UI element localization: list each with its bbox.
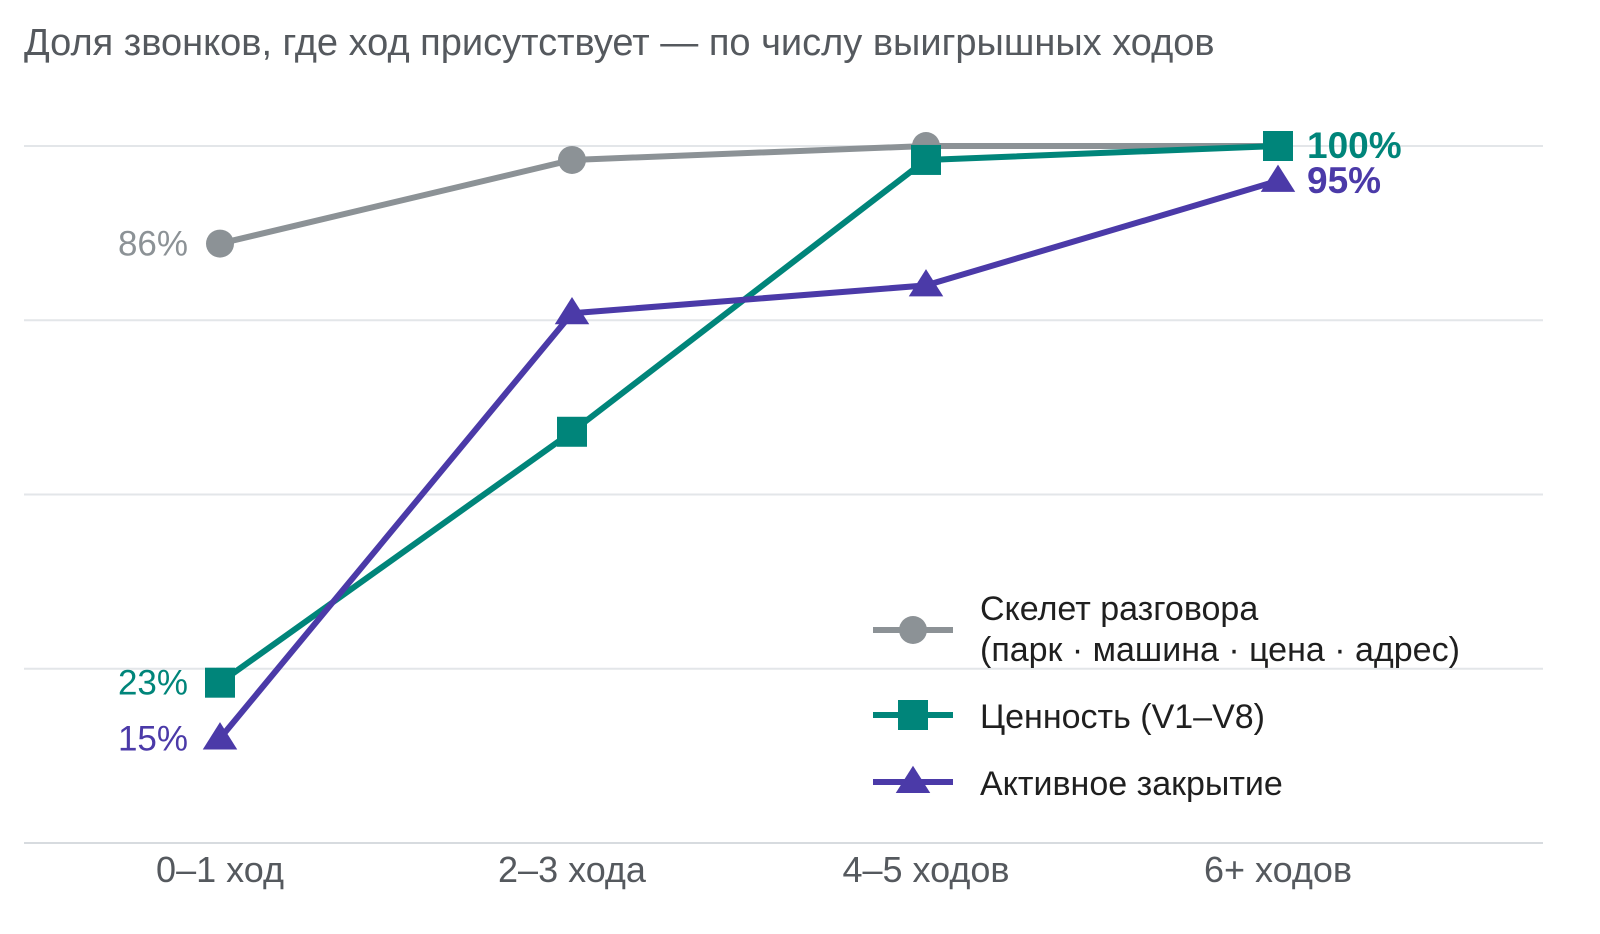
x-axis: 0–1 ход 2–3 хода 4–5 ходов 6+ ходов [156, 849, 1352, 890]
legend-marker-circle-icon [899, 616, 927, 644]
legend-item: Скелет разговора(парк · машина · цена · … [873, 590, 1460, 669]
x-tick-label: 6+ ходов [1204, 849, 1352, 890]
data-point [206, 229, 234, 258]
series-3 [202, 164, 1296, 750]
series-line [219, 143, 1278, 247]
series-lines [202, 131, 1296, 750]
data-labels: 86% 23% 100% 15% 95% [118, 125, 1402, 758]
data-point [202, 722, 238, 750]
chart-title: Доля звонков, где ход присутствует — по … [24, 22, 1215, 64]
x-tick-label: 4–5 ходов [842, 849, 1009, 890]
data-point [1260, 164, 1296, 192]
data-point [558, 145, 586, 174]
legend-marker-square-icon [898, 700, 928, 730]
start-value-label: 15% [118, 719, 188, 758]
data-point [557, 416, 587, 447]
legend-label: Активное закрытие [980, 765, 1283, 803]
start-value-label: 86% [118, 225, 188, 264]
data-point [205, 667, 235, 698]
end-value-label: 95% [1307, 160, 1381, 201]
x-tick-label: 0–1 ход [156, 849, 284, 890]
legend: Скелет разговора(парк · машина · цена · … [873, 590, 1460, 803]
legend-label: Скелет разговора [980, 590, 1258, 628]
data-point [1263, 131, 1293, 161]
legend-label-line2: (парк · машина · цена · адрес) [980, 631, 1460, 669]
legend-item: Ценность (V1–V8) [873, 698, 1265, 736]
data-point [554, 297, 590, 325]
x-tick-label: 2–3 хода [498, 849, 647, 890]
series-line [217, 177, 1279, 741]
start-value-label: 23% [118, 664, 188, 703]
legend-marker-triangle-icon [895, 765, 931, 794]
series-line [218, 143, 1279, 686]
legend-label: Ценность (V1–V8) [980, 698, 1265, 736]
series-2 [205, 131, 1293, 698]
end-value-label: 100% [1307, 125, 1402, 166]
data-point [911, 144, 941, 175]
gridlines [24, 145, 1543, 844]
legend-item: Активное закрытие [873, 765, 1283, 803]
data-point [908, 269, 944, 297]
